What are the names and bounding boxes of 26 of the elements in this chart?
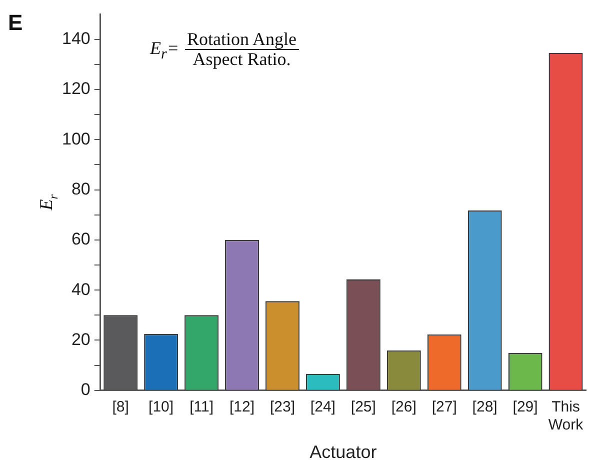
- x-tick-label: This Work: [548, 398, 584, 434]
- text: E: [8, 10, 23, 35]
- y-tick-label: 60: [71, 230, 90, 249]
- x-tick-label: [26]: [391, 398, 416, 416]
- annotation: Aspect Ratio.: [192, 48, 291, 69]
- x-tick-label: [10]: [148, 398, 174, 416]
- x-tick-label: [12]: [229, 398, 255, 416]
- annotation: E$_{r}$=: [150, 38, 179, 62]
- x-tick-label: [23]: [270, 398, 295, 416]
- y-tick-label: 100: [62, 129, 90, 148]
- x-tick-label: [27]: [432, 398, 457, 416]
- y-tick-label: 20: [71, 330, 90, 349]
- y-tick-label: 0: [80, 380, 90, 400]
- x-tick-label: [11]: [190, 398, 214, 416]
- y-tick-label: 40: [71, 280, 90, 299]
- y-axis-title: Er: [36, 194, 60, 212]
- x-tick-label: [28]: [472, 398, 498, 416]
- x-tick-label: [29]: [512, 398, 538, 416]
- x-tick-label: [25]: [350, 398, 376, 416]
- y-tick-label: 140: [62, 28, 90, 48]
- annotation: Rotation Angle: [185, 29, 298, 50]
- y-tick-label: 80: [71, 179, 90, 198]
- x-tick-label: [24]: [310, 398, 336, 416]
- x-tick-label: [8]: [112, 398, 129, 416]
- x-axis-title: Actuator: [310, 442, 377, 462]
- y-tick-label: 120: [62, 79, 90, 98]
